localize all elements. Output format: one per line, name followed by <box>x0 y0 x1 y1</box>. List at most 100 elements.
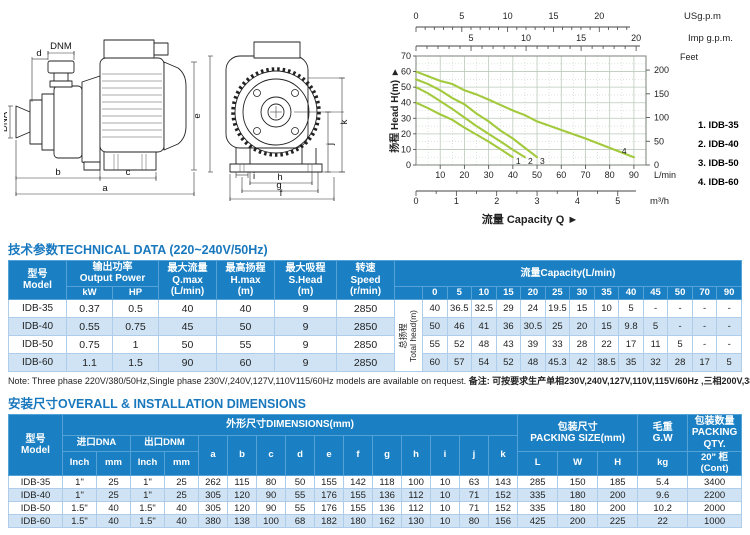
th-qty-unit: 20" 柜(Cont) <box>687 450 742 477</box>
th-flow: 70 <box>691 285 718 301</box>
curve-IDB-50 <box>414 78 539 159</box>
top-axis-tick: 5 <box>459 11 464 21</box>
model-cell: IDB-40 <box>8 488 63 503</box>
x-tick-label: 90 <box>629 170 639 180</box>
note-text: Note: Three phase 220V/380/50Hz,Single p… <box>8 374 750 387</box>
dim-label-g: g <box>276 180 281 191</box>
m3h-tick-label: 0 <box>413 196 418 206</box>
curve-IDB-35 <box>414 101 514 159</box>
th-dim-f: f <box>343 434 373 477</box>
feet-tick-label: 150 <box>654 89 669 99</box>
th-packing-qty: 包装数量 PACKING QTY. <box>687 414 742 452</box>
top-axis-tick: 15 <box>576 33 586 43</box>
feet-tick-label: 100 <box>654 113 669 123</box>
th-flow: 50 <box>667 285 693 301</box>
tech-table-row: IDB-35 0.37 0.5 40 40 9 2850 总扬程 Total head(m) 40… <box>8 299 742 373</box>
inlet-bell <box>15 105 31 139</box>
tech-table-row: IDB-40 0.55 0.75 45 50 9 2850 50 46 41 36 30.5 25 20 1… <box>8 317 742 337</box>
th-outlet-dnm: 出口DNM <box>130 435 199 452</box>
dim-label-k: k <box>339 119 350 124</box>
th-dim-e: e <box>314 434 344 477</box>
th-flow: 15 <box>495 285 522 301</box>
th-dim-i: i <box>430 434 460 477</box>
curve-number-label: 4 <box>622 146 627 156</box>
m3h-tick-label: 2 <box>494 196 499 206</box>
discharge-flange <box>47 60 75 74</box>
model-cell: IDB-40 <box>8 317 67 337</box>
m3h-axis-label: m³/h <box>650 196 669 207</box>
plot-border <box>415 55 647 166</box>
feet-tick-label: 50 <box>654 136 664 146</box>
note-zh: 备注: 可按要求生产单相230V,240V,127V,110V,115V/60H… <box>468 376 750 386</box>
th-dna-inch: Inch <box>62 450 97 477</box>
model-cell: IDB-50 <box>8 335 67 355</box>
dim-label-a: a <box>102 183 108 194</box>
m3h-tick-label: 4 <box>575 196 580 206</box>
top-axis-tick: 20 <box>594 11 604 21</box>
feet-tick-label: 200 <box>654 65 669 75</box>
th-dim-g: g <box>372 434 402 477</box>
y-tick-label: 70 <box>401 51 411 61</box>
legend-item: 4. IDB-60 <box>698 177 739 188</box>
y-tick-label: 0 <box>406 160 411 170</box>
top-axis-label: Imp g.p.m. <box>688 33 733 44</box>
x-tick-label: 30 <box>484 170 494 180</box>
dimensions-title: 安装尺寸OVERALL & INSTALLATION DIMENSIONS <box>8 397 306 411</box>
x-tick-label: 40 <box>508 170 518 180</box>
curve-number-label: 1 <box>516 156 521 166</box>
dim-label-dnm: DNM <box>50 41 72 52</box>
th-dim-k: k <box>487 434 519 477</box>
fan-cover <box>163 61 187 151</box>
model-cell: IDB-35 <box>8 299 67 319</box>
x-axis-unit: L/min <box>654 170 676 180</box>
curve-number-label: 3 <box>540 156 545 166</box>
top-axis-tick: 10 <box>503 11 513 21</box>
y-axis-caption: 扬程 Head H(m) ► <box>388 67 401 152</box>
pump-volute <box>53 85 83 159</box>
th-speed: 转速 Speed (r/min) <box>336 259 395 301</box>
dim-label-i: i <box>253 171 255 182</box>
y-tick-label: 50 <box>401 82 411 92</box>
feet-tick-label: 0 <box>654 160 659 170</box>
dim-table-row: IDB-50 1.5" 40 1.5" 40 305 120 90 55 176 155 136 112… <box>8 501 742 516</box>
top-axis-label: USg.p.m <box>684 11 721 22</box>
th-dnm-mm: mm <box>164 450 199 477</box>
top-axis-tick: 5 <box>469 33 474 43</box>
x-tick-label: 10 <box>435 170 445 180</box>
side-view-drawing: DNM d DNA e b c a <box>0 18 206 219</box>
th-flow: 35 <box>593 285 620 301</box>
legend-item: 2. IDB-40 <box>698 139 739 150</box>
th-capacity: 流量Capacity(L/min) <box>394 260 742 287</box>
x-tick-label: 80 <box>605 170 615 180</box>
dim-label-h: h <box>277 172 282 183</box>
top-axis-tick: 0 <box>413 11 418 21</box>
th-dnm-inch: Inch <box>130 450 165 477</box>
dim-label-j: j <box>325 143 336 146</box>
th-kw: kW <box>66 285 113 301</box>
th-dim-b: b <box>227 434 257 477</box>
dim-label-d: d <box>36 48 41 59</box>
curve-IDB-60 <box>414 70 635 159</box>
th-gross-weight: 毛重 G.W <box>637 414 689 452</box>
th-flow: 40 <box>618 285 644 301</box>
dim-label-c: c <box>126 167 131 178</box>
th-packing-size: 包装尺寸 PACKING SIZE(mm) <box>517 414 639 452</box>
th-flow: 20 <box>520 285 546 301</box>
m3h-tick-label: 5 <box>615 196 620 206</box>
th-output-power: 输出功率 Output Power <box>66 260 159 287</box>
dim-label-dna: DNA <box>4 111 10 132</box>
th-flow: 25 <box>544 285 571 301</box>
dim-table-row: IDB-40 1" 25 1" 25 305 120 90 55 176 155 136 112 10 71… <box>8 488 742 503</box>
dim-label-f: f <box>280 188 283 199</box>
th-dim-j: j <box>459 434 489 477</box>
th-dim-c: c <box>256 434 286 477</box>
model-cell: IDB-50 <box>8 501 63 516</box>
x-tick-label: 60 <box>556 170 566 180</box>
th-flow: 0 <box>422 285 448 301</box>
tech-table-row: IDB-60 1.1 1.5 90 60 9 2850 60 57 54 52 48 45.3 42 38.… <box>8 353 742 373</box>
curve-IDB-40 <box>414 86 526 159</box>
dim-label-b: b <box>55 167 60 178</box>
th-inlet-dna: 进口DNA <box>62 435 131 452</box>
feet-axis-label: Feet <box>680 52 699 62</box>
